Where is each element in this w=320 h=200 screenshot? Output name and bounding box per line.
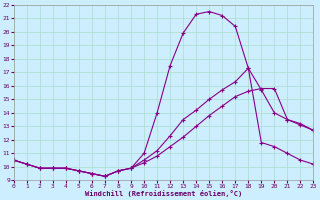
X-axis label: Windchill (Refroidissement éolien,°C): Windchill (Refroidissement éolien,°C)	[85, 190, 242, 197]
